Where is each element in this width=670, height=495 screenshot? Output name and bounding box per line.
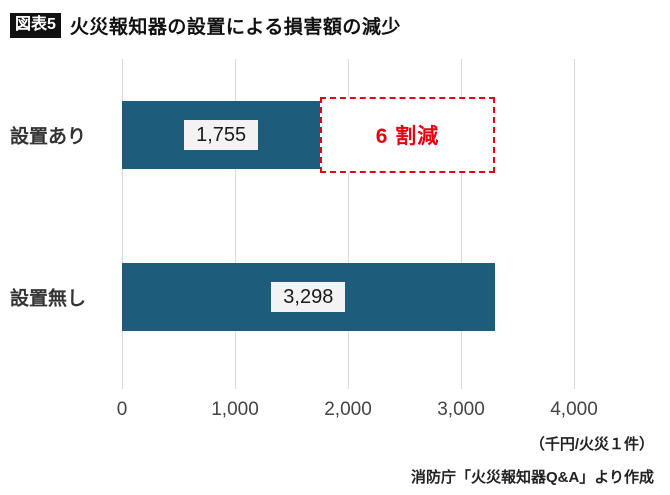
reduction-annotation: 6 割減 [320, 97, 495, 173]
gridlines [122, 59, 575, 389]
bar-with-alarm: 1,755 [122, 101, 321, 169]
reduction-annotation-label: 6 割減 [375, 125, 440, 148]
gridline [122, 59, 123, 389]
plot-area: 1,755 6 割減 3,298 [122, 59, 575, 389]
bar-row-without-alarm: 3,298 [122, 263, 574, 331]
x-tick-label: 1,000 [211, 399, 259, 420]
x-axis-spacer [10, 399, 122, 429]
axis-unit-note: （千円/火災１件） [529, 436, 654, 453]
gridline [235, 59, 236, 389]
x-tick-label: 3,000 [437, 399, 485, 420]
figure-title: 火災報知器の設置による損害額の減少 [69, 17, 401, 38]
category-label-with-alarm: 設置あり [10, 126, 87, 148]
bar-row-with-alarm: 1,755 6 割減 [122, 97, 574, 173]
source-note: 消防庁「火災報知器Q&A」より作成 [410, 469, 654, 486]
category-label-without-alarm: 設置無し [10, 288, 87, 310]
gridline [574, 59, 575, 389]
bar-without-alarm: 3,298 [122, 263, 495, 331]
value-label-with-alarm: 1,755 [184, 120, 259, 150]
x-tick-label: 2,000 [324, 399, 372, 420]
value-label-without-alarm: 3,298 [271, 282, 346, 312]
x-tick-label: 0 [116, 399, 128, 420]
figure-number-badge: 図表5 [10, 13, 61, 38]
figure-header: 図表5 火災報知器の設置による損害額の減少 [10, 12, 660, 39]
x-axis-ticks: 0 1,000 2,000 3,000 4,000 [117, 399, 598, 429]
y-axis-category-labels: 設置あり 設置無し [10, 59, 122, 389]
x-axis: 0 1,000 2,000 3,000 4,000 [10, 399, 660, 429]
bar-chart: 設置あり 設置無し 1,755 6 割減 3,298 [10, 59, 660, 429]
gridline [461, 59, 462, 389]
x-tick-label: 4,000 [550, 399, 598, 420]
gridline [348, 59, 349, 389]
figure-footer: （千円/火災１件） 消防庁「火災報知器Q&A」より作成 [10, 433, 660, 487]
